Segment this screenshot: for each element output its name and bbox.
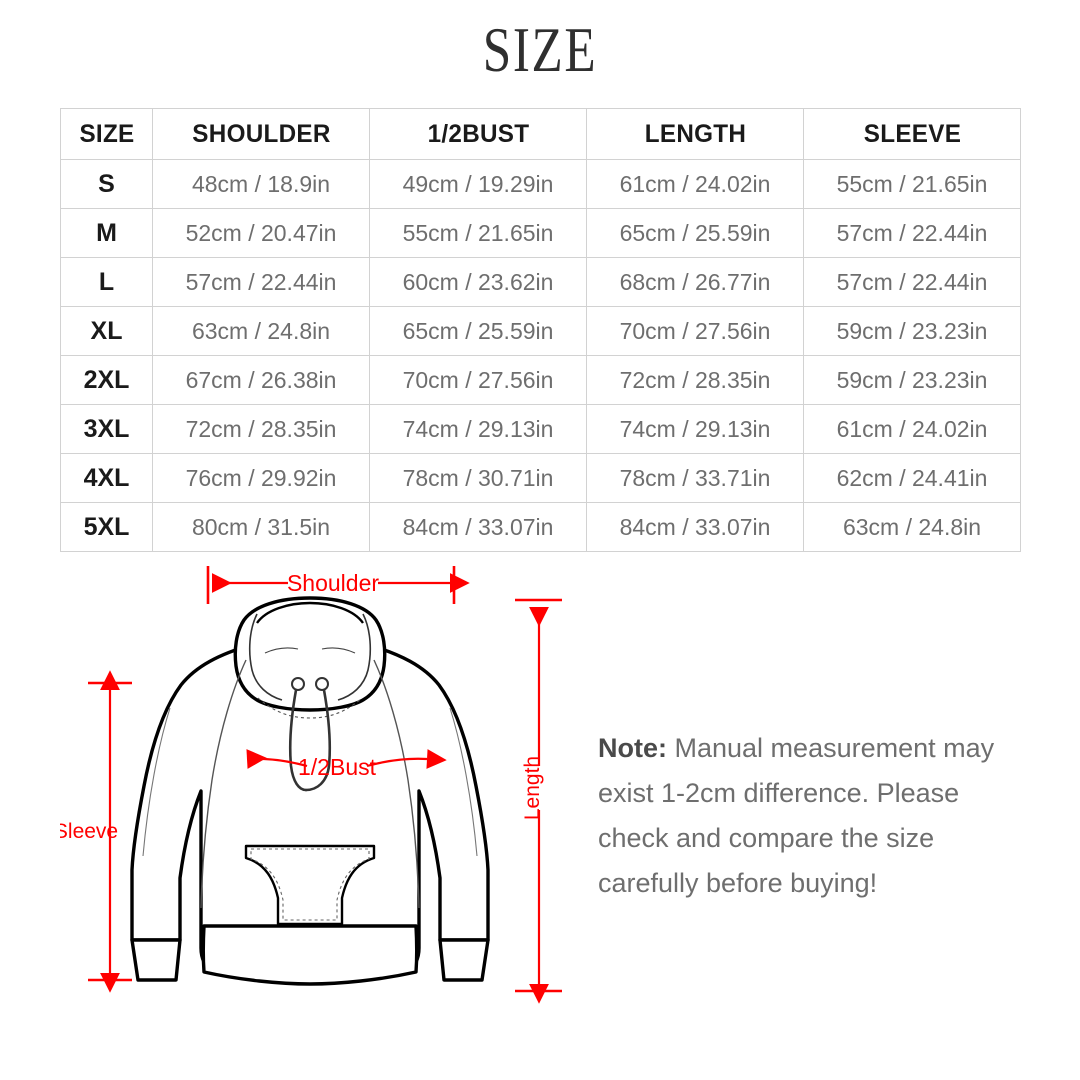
armhole-seam-right xyxy=(373,659,420,909)
cell-size: 4XL xyxy=(60,453,153,503)
drawstring-eyelet-right xyxy=(315,677,329,691)
cell-halfbust: 65cm / 25.59in xyxy=(369,306,587,356)
note-body-text: Manual measurement may exist 1-2cm diffe… xyxy=(598,733,995,898)
shoulder-label: Shoulder xyxy=(287,570,379,596)
sleeve-fold-right xyxy=(449,707,478,857)
cell-length: 84cm / 33.07in xyxy=(586,502,804,552)
cell-length: 78cm / 33.71in xyxy=(586,453,804,503)
column-header-size: SIZE xyxy=(61,108,152,160)
halfbust-label: 1/2Bust xyxy=(298,754,377,780)
hood-opening-edge xyxy=(256,601,364,624)
cell-halfbust: 60cm / 23.62in xyxy=(369,257,587,307)
table-row: 3XL 72cm / 28.35in 74cm / 29.13in 74cm /… xyxy=(60,404,1021,454)
cell-length: 70cm / 27.56in xyxy=(586,306,804,356)
table-row: 4XL 76cm / 29.92in 78cm / 30.71in 78cm /… xyxy=(60,453,1021,503)
cell-sleeve: 62cm / 24.41in xyxy=(803,453,1021,503)
drawstring-left xyxy=(288,688,308,792)
note-lead-label: Note: xyxy=(598,733,667,763)
column-header-shoulder: SHOULDER xyxy=(155,108,367,160)
cell-length: 65cm / 25.59in xyxy=(586,208,804,258)
cell-size: 3XL xyxy=(60,404,153,454)
cuff-left xyxy=(130,938,182,982)
cell-halfbust: 84cm / 33.07in xyxy=(369,502,587,552)
cell-shoulder: 52cm / 20.47in xyxy=(152,208,370,258)
cuff-right xyxy=(438,938,490,982)
table-row: XL 63cm / 24.8in 65cm / 25.59in 70cm / 2… xyxy=(60,306,1021,356)
cell-shoulder: 67cm / 26.38in xyxy=(152,355,370,405)
cell-halfbust: 78cm / 30.71in xyxy=(369,453,587,503)
cell-shoulder: 76cm / 29.92in xyxy=(152,453,370,503)
cell-size: XL xyxy=(60,306,153,356)
hood-outer xyxy=(233,596,387,712)
cell-sleeve: 55cm / 21.65in xyxy=(803,159,1021,209)
cell-length: 74cm / 29.13in xyxy=(586,404,804,454)
cell-shoulder: 63cm / 24.8in xyxy=(152,306,370,356)
cell-shoulder: 72cm / 28.35in xyxy=(152,404,370,454)
page-title: SIZE xyxy=(482,14,598,85)
hood-crease-left xyxy=(264,647,299,654)
cell-halfbust: 55cm / 21.65in xyxy=(369,208,587,258)
annotation-sleeve: Sleeve xyxy=(60,670,132,993)
table-row: 2XL 67cm / 26.38in 70cm / 27.56in 72cm /… xyxy=(60,355,1021,405)
drawstring-right xyxy=(304,688,332,792)
cell-shoulder: 57cm / 22.44in xyxy=(152,257,370,307)
cell-length: 61cm / 24.02in xyxy=(586,159,804,209)
column-header-sleeve: SLEEVE xyxy=(806,108,1018,160)
cell-sleeve: 61cm / 24.02in xyxy=(803,404,1021,454)
measurement-note: Note: Manual measurement may exist 1-2cm… xyxy=(598,726,1023,906)
kangaroo-pocket xyxy=(244,844,376,926)
hood-inner-fold-left xyxy=(248,613,283,701)
cell-shoulder: 48cm / 18.9in xyxy=(152,159,370,209)
cell-shoulder: 80cm / 31.5in xyxy=(152,502,370,552)
cell-halfbust: 74cm / 29.13in xyxy=(369,404,587,454)
cell-sleeve: 57cm / 22.44in xyxy=(803,208,1021,258)
armhole-seam-left xyxy=(200,659,247,909)
hood-inner-fold-right xyxy=(337,613,372,701)
cell-sleeve: 59cm / 23.23in xyxy=(803,355,1021,405)
cell-sleeve: 57cm / 22.44in xyxy=(803,257,1021,307)
cell-size: M xyxy=(60,208,153,258)
length-label: Length xyxy=(521,756,544,820)
table-header-row: SIZE SHOULDER 1/2BUST LENGTH SLEEVE xyxy=(61,108,1021,160)
cell-length: 72cm / 28.35in xyxy=(586,355,804,405)
cell-halfbust: 70cm / 27.56in xyxy=(369,355,587,405)
halfbust-arrow-right xyxy=(366,749,447,769)
drawstring-eyelet-left xyxy=(291,677,305,691)
cell-size: 5XL xyxy=(60,502,153,552)
cell-size: L xyxy=(60,257,153,307)
cell-length: 68cm / 26.77in xyxy=(586,257,804,307)
hoodie-measurement-diagram: Shoulder 1/2Bust Sleeve Length xyxy=(60,548,580,1018)
annotation-half-bust: 1/2Bust xyxy=(246,749,447,780)
sleeve-fold-left xyxy=(142,707,171,857)
size-chart-table: SIZE SHOULDER 1/2BUST LENGTH SLEEVE S 48… xyxy=(60,108,1021,552)
halfbust-arrow-left xyxy=(246,749,308,769)
sleeve-label: Sleeve xyxy=(60,820,118,843)
neckline-stitch xyxy=(257,697,363,719)
cell-halfbust: 49cm / 19.29in xyxy=(369,159,587,209)
table-row: L 57cm / 22.44in 60cm / 23.62in 68cm / 2… xyxy=(60,257,1021,307)
annotation-length: Length xyxy=(515,598,562,1004)
pocket-stitch xyxy=(250,848,370,921)
cell-size: S xyxy=(60,159,153,209)
column-header-length: LENGTH xyxy=(589,108,801,160)
hem-band xyxy=(201,924,419,986)
table-row: S 48cm / 18.9in 49cm / 19.29in 61cm / 24… xyxy=(60,159,1021,209)
annotation-shoulder: Shoulder xyxy=(206,566,470,604)
cell-size: 2XL xyxy=(60,355,153,405)
cell-sleeve: 63cm / 24.8in xyxy=(803,502,1021,552)
table-row: M 52cm / 20.47in 55cm / 21.65in 65cm / 2… xyxy=(60,208,1021,258)
hood-crease-right xyxy=(321,647,356,654)
table-row: 5XL 80cm / 31.5in 84cm / 33.07in 84cm / … xyxy=(60,502,1021,552)
column-header-halfbust: 1/2BUST xyxy=(372,108,584,160)
hoodie-illustration xyxy=(130,596,490,986)
cell-sleeve: 59cm / 23.23in xyxy=(803,306,1021,356)
